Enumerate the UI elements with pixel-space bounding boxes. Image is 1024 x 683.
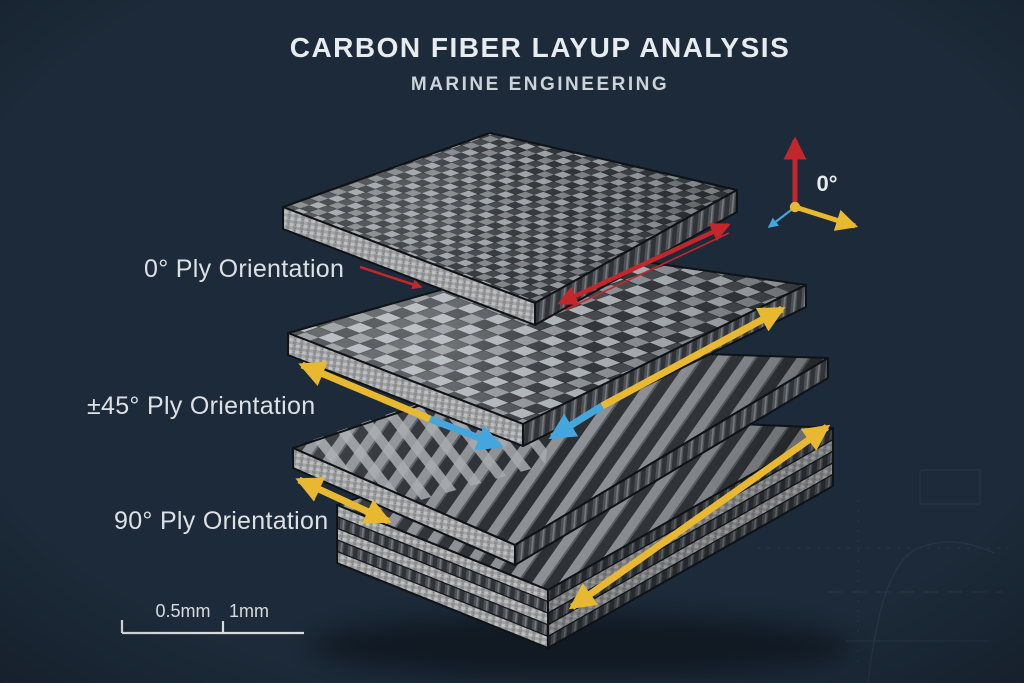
layup-diagram: 0° CARBON FIBER LAYUP ANALYSIS MARINE EN… [0, 0, 1024, 683]
vignette-overlay [0, 0, 1024, 683]
diagram-canvas: 0° CARBON FIBER LAYUP ANALYSIS MARINE EN… [0, 0, 1024, 683]
